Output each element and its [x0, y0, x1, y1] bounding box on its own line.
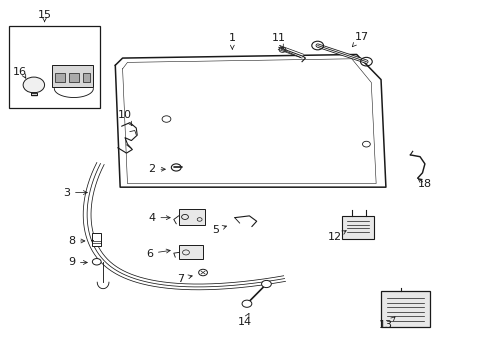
Bar — [55, 73, 65, 82]
Text: 8: 8 — [68, 236, 84, 246]
Text: 1: 1 — [228, 33, 235, 49]
Circle shape — [242, 300, 251, 307]
Text: 11: 11 — [271, 33, 285, 49]
Text: 17: 17 — [351, 32, 368, 47]
Text: 10: 10 — [118, 111, 132, 126]
Text: 5: 5 — [211, 225, 226, 235]
Text: 14: 14 — [237, 314, 251, 327]
Bar — [341, 216, 373, 239]
Text: 3: 3 — [63, 188, 87, 198]
Bar — [69, 73, 79, 82]
Text: 16: 16 — [13, 67, 27, 77]
Bar — [380, 291, 429, 327]
Text: 18: 18 — [417, 179, 431, 189]
Text: 12: 12 — [327, 231, 346, 242]
Circle shape — [198, 269, 207, 276]
Bar — [9, 26, 100, 108]
Text: 15: 15 — [38, 10, 51, 20]
Bar — [178, 245, 203, 259]
Text: 7: 7 — [177, 274, 192, 284]
Bar — [178, 209, 205, 225]
Polygon shape — [52, 65, 93, 87]
Bar — [82, 73, 90, 82]
Text: 2: 2 — [148, 164, 165, 174]
Circle shape — [261, 280, 271, 288]
Text: 6: 6 — [145, 248, 170, 258]
Text: 9: 9 — [68, 257, 87, 267]
Text: 4: 4 — [148, 213, 170, 222]
Text: 13: 13 — [378, 317, 394, 330]
Bar — [92, 233, 101, 246]
Circle shape — [92, 258, 101, 265]
Circle shape — [23, 77, 44, 93]
Circle shape — [171, 164, 181, 171]
